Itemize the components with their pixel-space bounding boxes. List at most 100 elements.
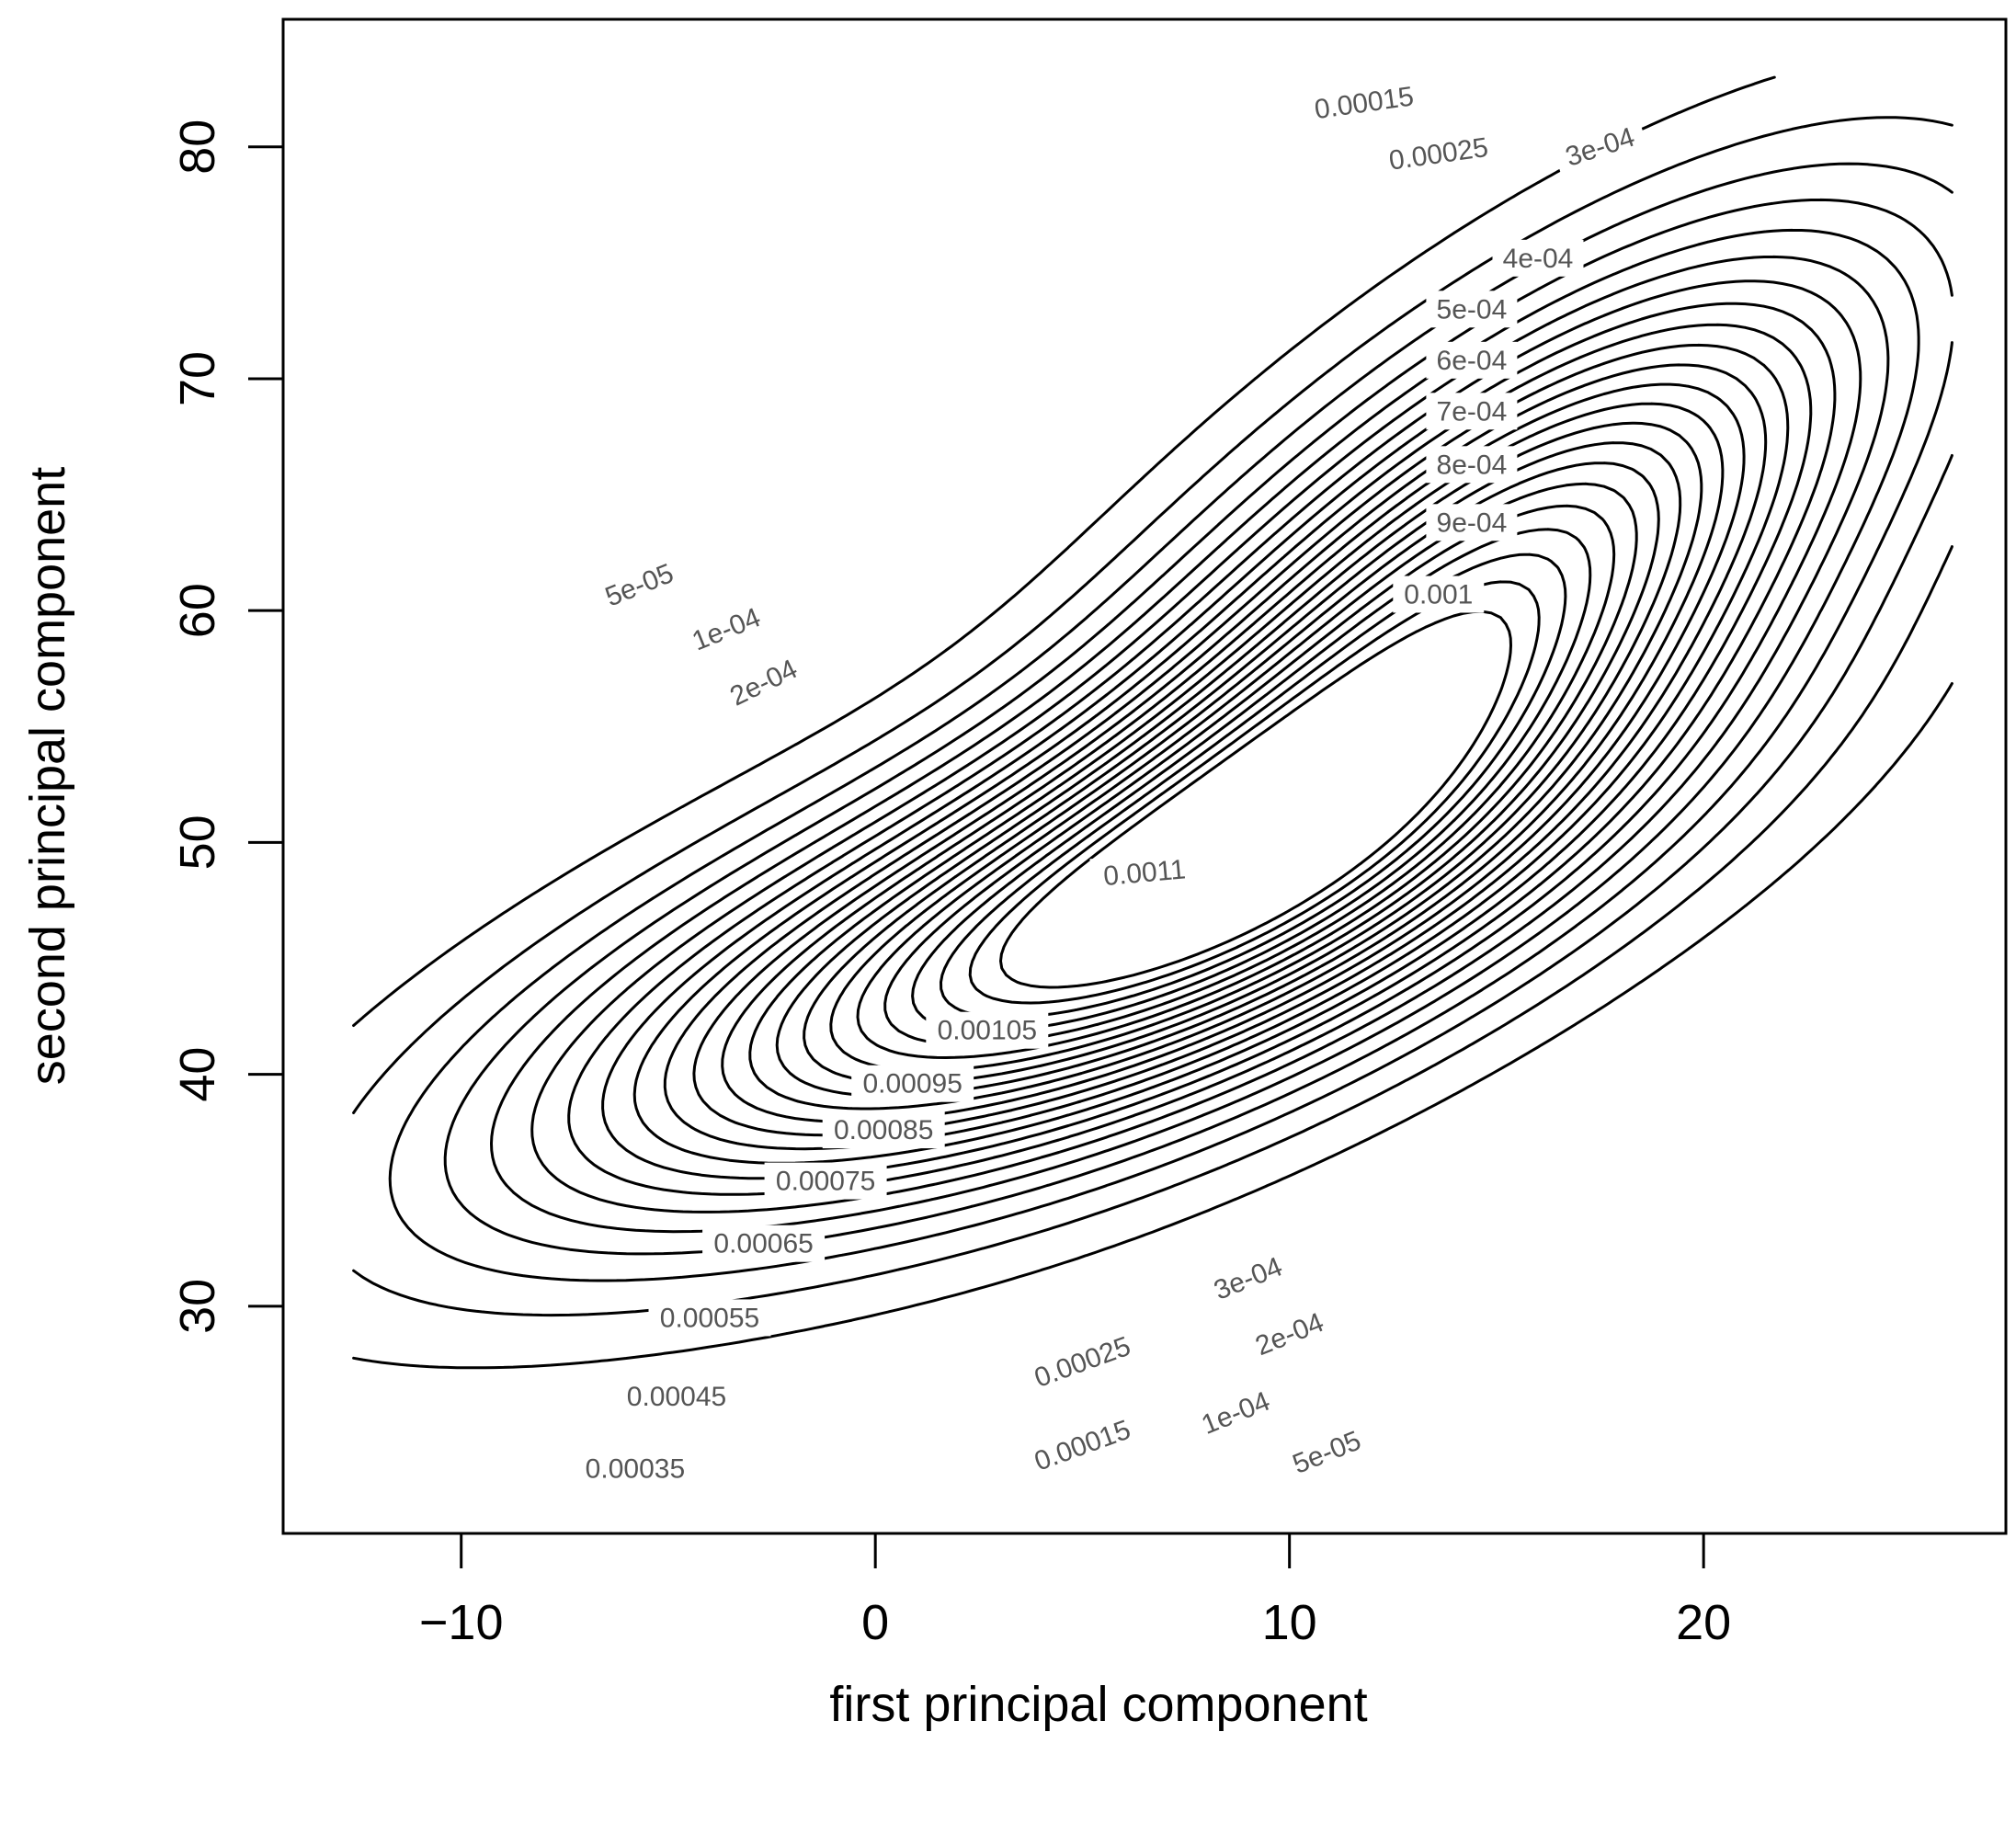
contour-line-2e-04 <box>443 198 1953 1256</box>
contour-line-0.00075 <box>803 441 1682 1085</box>
contour-label-text: 0.00085 <box>834 1115 933 1145</box>
contour-label-background <box>1019 1323 1146 1400</box>
contour-label-background <box>1240 1300 1339 1369</box>
contour-label-background <box>677 595 776 664</box>
contour-line-0.0011 <box>999 610 1512 989</box>
contour-label: 0.001 <box>1393 575 1485 613</box>
y-tick-label: 60 <box>170 583 225 638</box>
contour-line-5e-05 <box>352 75 1953 1370</box>
contour-label: 5e-05 <box>590 551 689 620</box>
contour-label-background <box>1199 1244 1297 1313</box>
contour-label: 0.00085 <box>822 1111 945 1149</box>
contour-line-0.00085 <box>856 482 1638 1059</box>
contour-label: 1e-04 <box>1186 1378 1285 1447</box>
contour-label: 0.00025 <box>1019 1323 1146 1400</box>
contour-label-text: 7e-04 <box>1437 396 1508 427</box>
contour-label-background <box>1492 239 1584 277</box>
contour-label: 0.00065 <box>702 1225 826 1262</box>
contour-label-background <box>1375 127 1502 181</box>
contour-label-background <box>851 1065 974 1102</box>
contour-label-background <box>1089 849 1200 896</box>
contour-line-0.00035 <box>567 279 1862 1196</box>
contour-label-background <box>1426 504 1518 541</box>
contour-label: 0.00055 <box>648 1299 771 1337</box>
contour-label-text: 8e-04 <box>1437 450 1508 480</box>
contour-label-background <box>764 1162 887 1200</box>
y-tick-label: 50 <box>170 815 225 870</box>
contour-label: 8e-04 <box>1426 446 1518 484</box>
x-axis: −10 0 10 20 <box>419 1533 1731 1650</box>
contour-label: 4e-04 <box>1492 239 1584 277</box>
x-tick-label: −10 <box>419 1595 504 1650</box>
contour-label-text: 9e-04 <box>1437 507 1508 538</box>
y-tick-label: 40 <box>170 1047 225 1102</box>
contour-label: 9e-04 <box>1426 504 1518 541</box>
plot-frame <box>281 17 2008 1535</box>
contour-label: 0.00045 <box>615 1378 738 1416</box>
contour-label-background <box>926 1011 1049 1049</box>
contour-label: 1e-04 <box>677 595 776 664</box>
contour-label-text: 0.00025 <box>1031 1331 1134 1394</box>
x-axis-title: first principal component <box>829 1677 1367 1732</box>
contour-line-0.00095 <box>911 528 1592 1033</box>
contour-line-3e-04 <box>530 255 1890 1213</box>
contour-label-text: 0.00035 <box>586 1453 685 1484</box>
contour-line-0.00015 <box>388 162 1953 1282</box>
contour-label-background <box>822 1111 945 1149</box>
contour-label: 0.0011 <box>1089 849 1200 896</box>
contour-label: 0.00025 <box>1375 127 1502 181</box>
contour-label: 2e-04 <box>1240 1300 1339 1369</box>
contour-label-background <box>702 1225 826 1262</box>
contour-line-4e-04 <box>601 302 1837 1180</box>
contour-label: 0.00015 <box>1019 1407 1146 1484</box>
contour-label: 3e-04 <box>1199 1244 1297 1313</box>
contour-label-background <box>1426 291 1518 328</box>
contour-line-0.00055 <box>692 363 1768 1137</box>
contour-label-background <box>615 1378 738 1416</box>
contour-label: 6e-04 <box>1426 341 1518 379</box>
contour-label-background <box>1019 1407 1146 1484</box>
contour-label-background <box>714 645 813 720</box>
y-tick-label: 30 <box>170 1279 225 1334</box>
x-tick-label: 10 <box>1262 1595 1317 1650</box>
contour-label-background <box>1393 575 1485 613</box>
contour-lines <box>352 75 1953 1370</box>
contour-label-text: 0.00075 <box>776 1167 875 1197</box>
y-axis: 30 40 50 60 70 80 <box>170 120 283 1334</box>
contour-label-background <box>1426 393 1518 430</box>
contour-label-text: 0.00105 <box>938 1016 1037 1046</box>
contour-label-background <box>590 551 689 620</box>
contour-label-text: 0.0011 <box>1102 854 1187 892</box>
contour-label-background <box>574 1450 697 1487</box>
contour-line-6e-04 <box>721 382 1746 1123</box>
contour-line-9e-04 <box>883 504 1616 1046</box>
x-tick-label: 0 <box>861 1595 889 1650</box>
contour-label-text: 0.00055 <box>660 1303 759 1333</box>
contour-label: 7e-04 <box>1426 393 1518 430</box>
contour-label: 0.00035 <box>574 1450 697 1487</box>
contour-label-background <box>648 1299 771 1337</box>
x-tick-label: 20 <box>1676 1595 1731 1650</box>
contour-label-text: 0.00095 <box>862 1069 962 1099</box>
contour-label-background <box>1426 341 1518 379</box>
contour-label: 0.00075 <box>764 1162 887 1200</box>
contour-label-text: 0.00045 <box>627 1382 726 1412</box>
contour-line-0.00025 <box>490 228 1920 1234</box>
contour-line-0.00105 <box>968 580 1541 1005</box>
contour-label-text: 6e-04 <box>1437 346 1508 376</box>
contour-label-background <box>1426 446 1518 484</box>
contour-line-0.00045 <box>632 323 1813 1165</box>
contour-label: 3e-04 <box>1551 115 1649 179</box>
contour-label: 5e-05 <box>1277 1418 1376 1487</box>
y-tick-label: 70 <box>170 351 225 406</box>
contour-label-background <box>1551 115 1649 179</box>
contour-label-text: 0.00015 <box>1031 1415 1134 1477</box>
contour-label-background <box>1186 1378 1285 1447</box>
contour-label: 0.00095 <box>851 1065 974 1102</box>
contour-label: 5e-04 <box>1426 291 1518 328</box>
contour-label: 2e-04 <box>714 645 813 720</box>
y-tick-label: 80 <box>170 120 225 175</box>
contour-label-background <box>1301 75 1428 130</box>
contour-label-text: 4e-04 <box>1503 244 1574 274</box>
